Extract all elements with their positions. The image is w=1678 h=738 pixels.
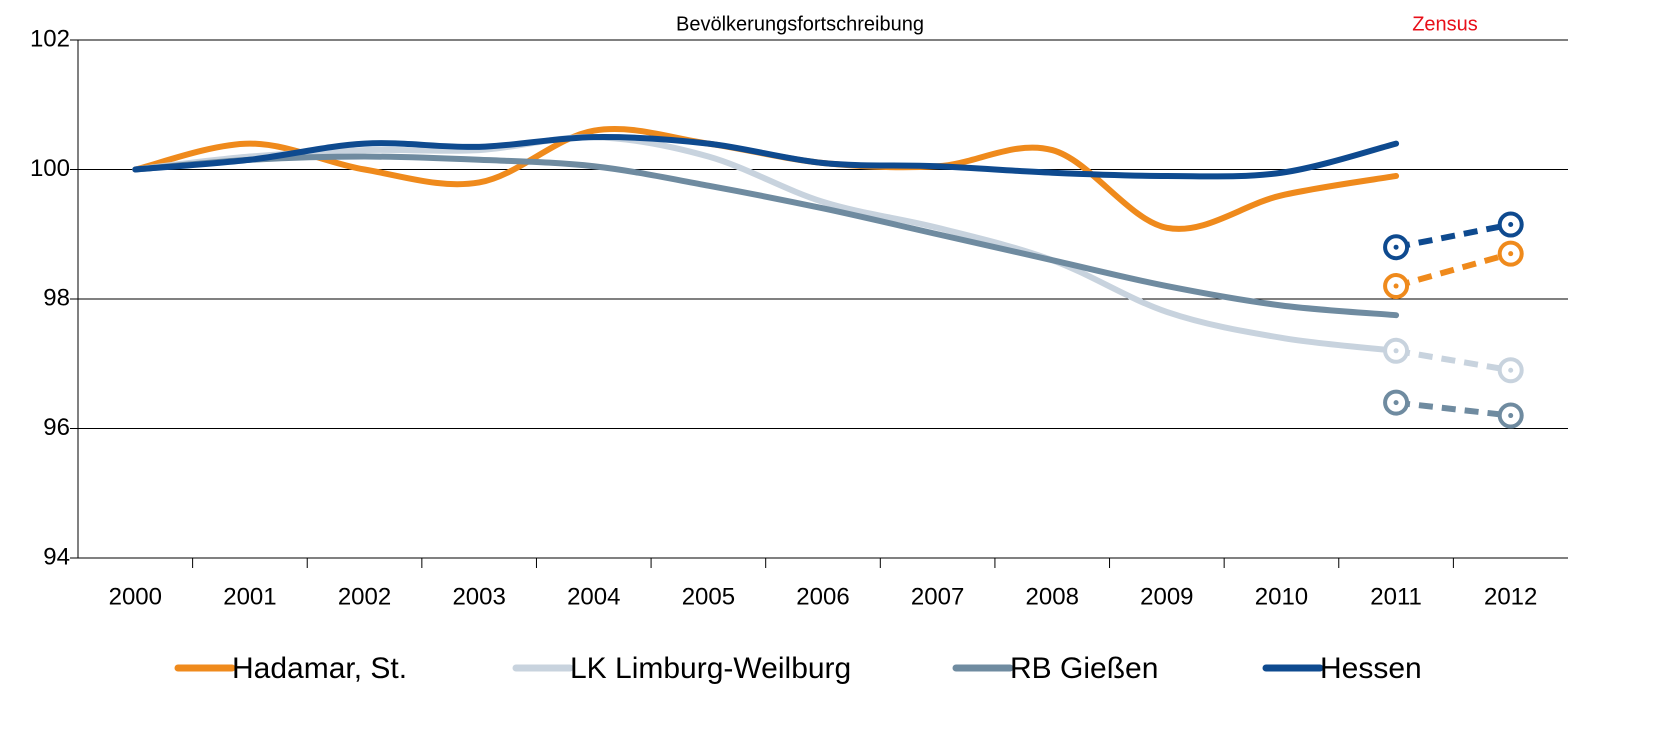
y-tick-label: 94 bbox=[43, 543, 70, 570]
zensus-marker-dot bbox=[1393, 283, 1399, 289]
x-tick-label: 2005 bbox=[682, 583, 735, 610]
zensus-marker-dot bbox=[1508, 222, 1514, 228]
y-tick-label: 102 bbox=[30, 25, 70, 52]
zensus-marker-dot bbox=[1393, 400, 1399, 406]
x-tick-label: 2011 bbox=[1370, 583, 1422, 610]
x-tick-label: 2001 bbox=[223, 583, 276, 610]
zensus-marker-dot bbox=[1508, 251, 1514, 257]
x-tick-label: 2007 bbox=[911, 583, 964, 610]
series-line bbox=[132, 134, 1400, 354]
y-tick-label: 98 bbox=[43, 284, 70, 311]
zensus-marker-dot bbox=[1393, 244, 1399, 250]
zensus-line bbox=[1395, 347, 1512, 374]
x-tick-label: 2004 bbox=[567, 583, 620, 610]
legend-label: LK Limburg-Weilburg bbox=[570, 652, 851, 685]
legend-label: RB Gießen bbox=[1010, 652, 1158, 685]
x-tick-label: 2000 bbox=[109, 583, 162, 610]
zensus-line bbox=[1395, 250, 1512, 289]
y-tick-label: 100 bbox=[30, 155, 70, 182]
annotation: Zensus bbox=[1412, 13, 1478, 35]
zensus-line bbox=[1395, 221, 1512, 251]
x-tick-label: 2008 bbox=[1026, 583, 1079, 610]
zensus-line bbox=[1395, 399, 1512, 419]
legend-label: Hessen bbox=[1320, 652, 1422, 685]
x-tick-label: 2010 bbox=[1255, 583, 1308, 610]
y-tick-label: 96 bbox=[43, 414, 70, 441]
x-tick-label: 2002 bbox=[338, 583, 391, 610]
zensus-marker-dot bbox=[1393, 348, 1399, 354]
series-line bbox=[132, 134, 1400, 180]
series-line bbox=[132, 153, 1400, 319]
x-tick-label: 2003 bbox=[452, 583, 505, 610]
legend-label: Hadamar, St. bbox=[232, 652, 407, 685]
x-tick-label: 2012 bbox=[1484, 583, 1537, 610]
zensus-marker-dot bbox=[1508, 413, 1514, 419]
annotation: Bevölkerungsfortschreibung bbox=[676, 13, 924, 35]
zensus-marker-dot bbox=[1508, 367, 1514, 373]
x-tick-label: 2009 bbox=[1140, 583, 1193, 610]
x-tick-label: 2006 bbox=[796, 583, 849, 610]
